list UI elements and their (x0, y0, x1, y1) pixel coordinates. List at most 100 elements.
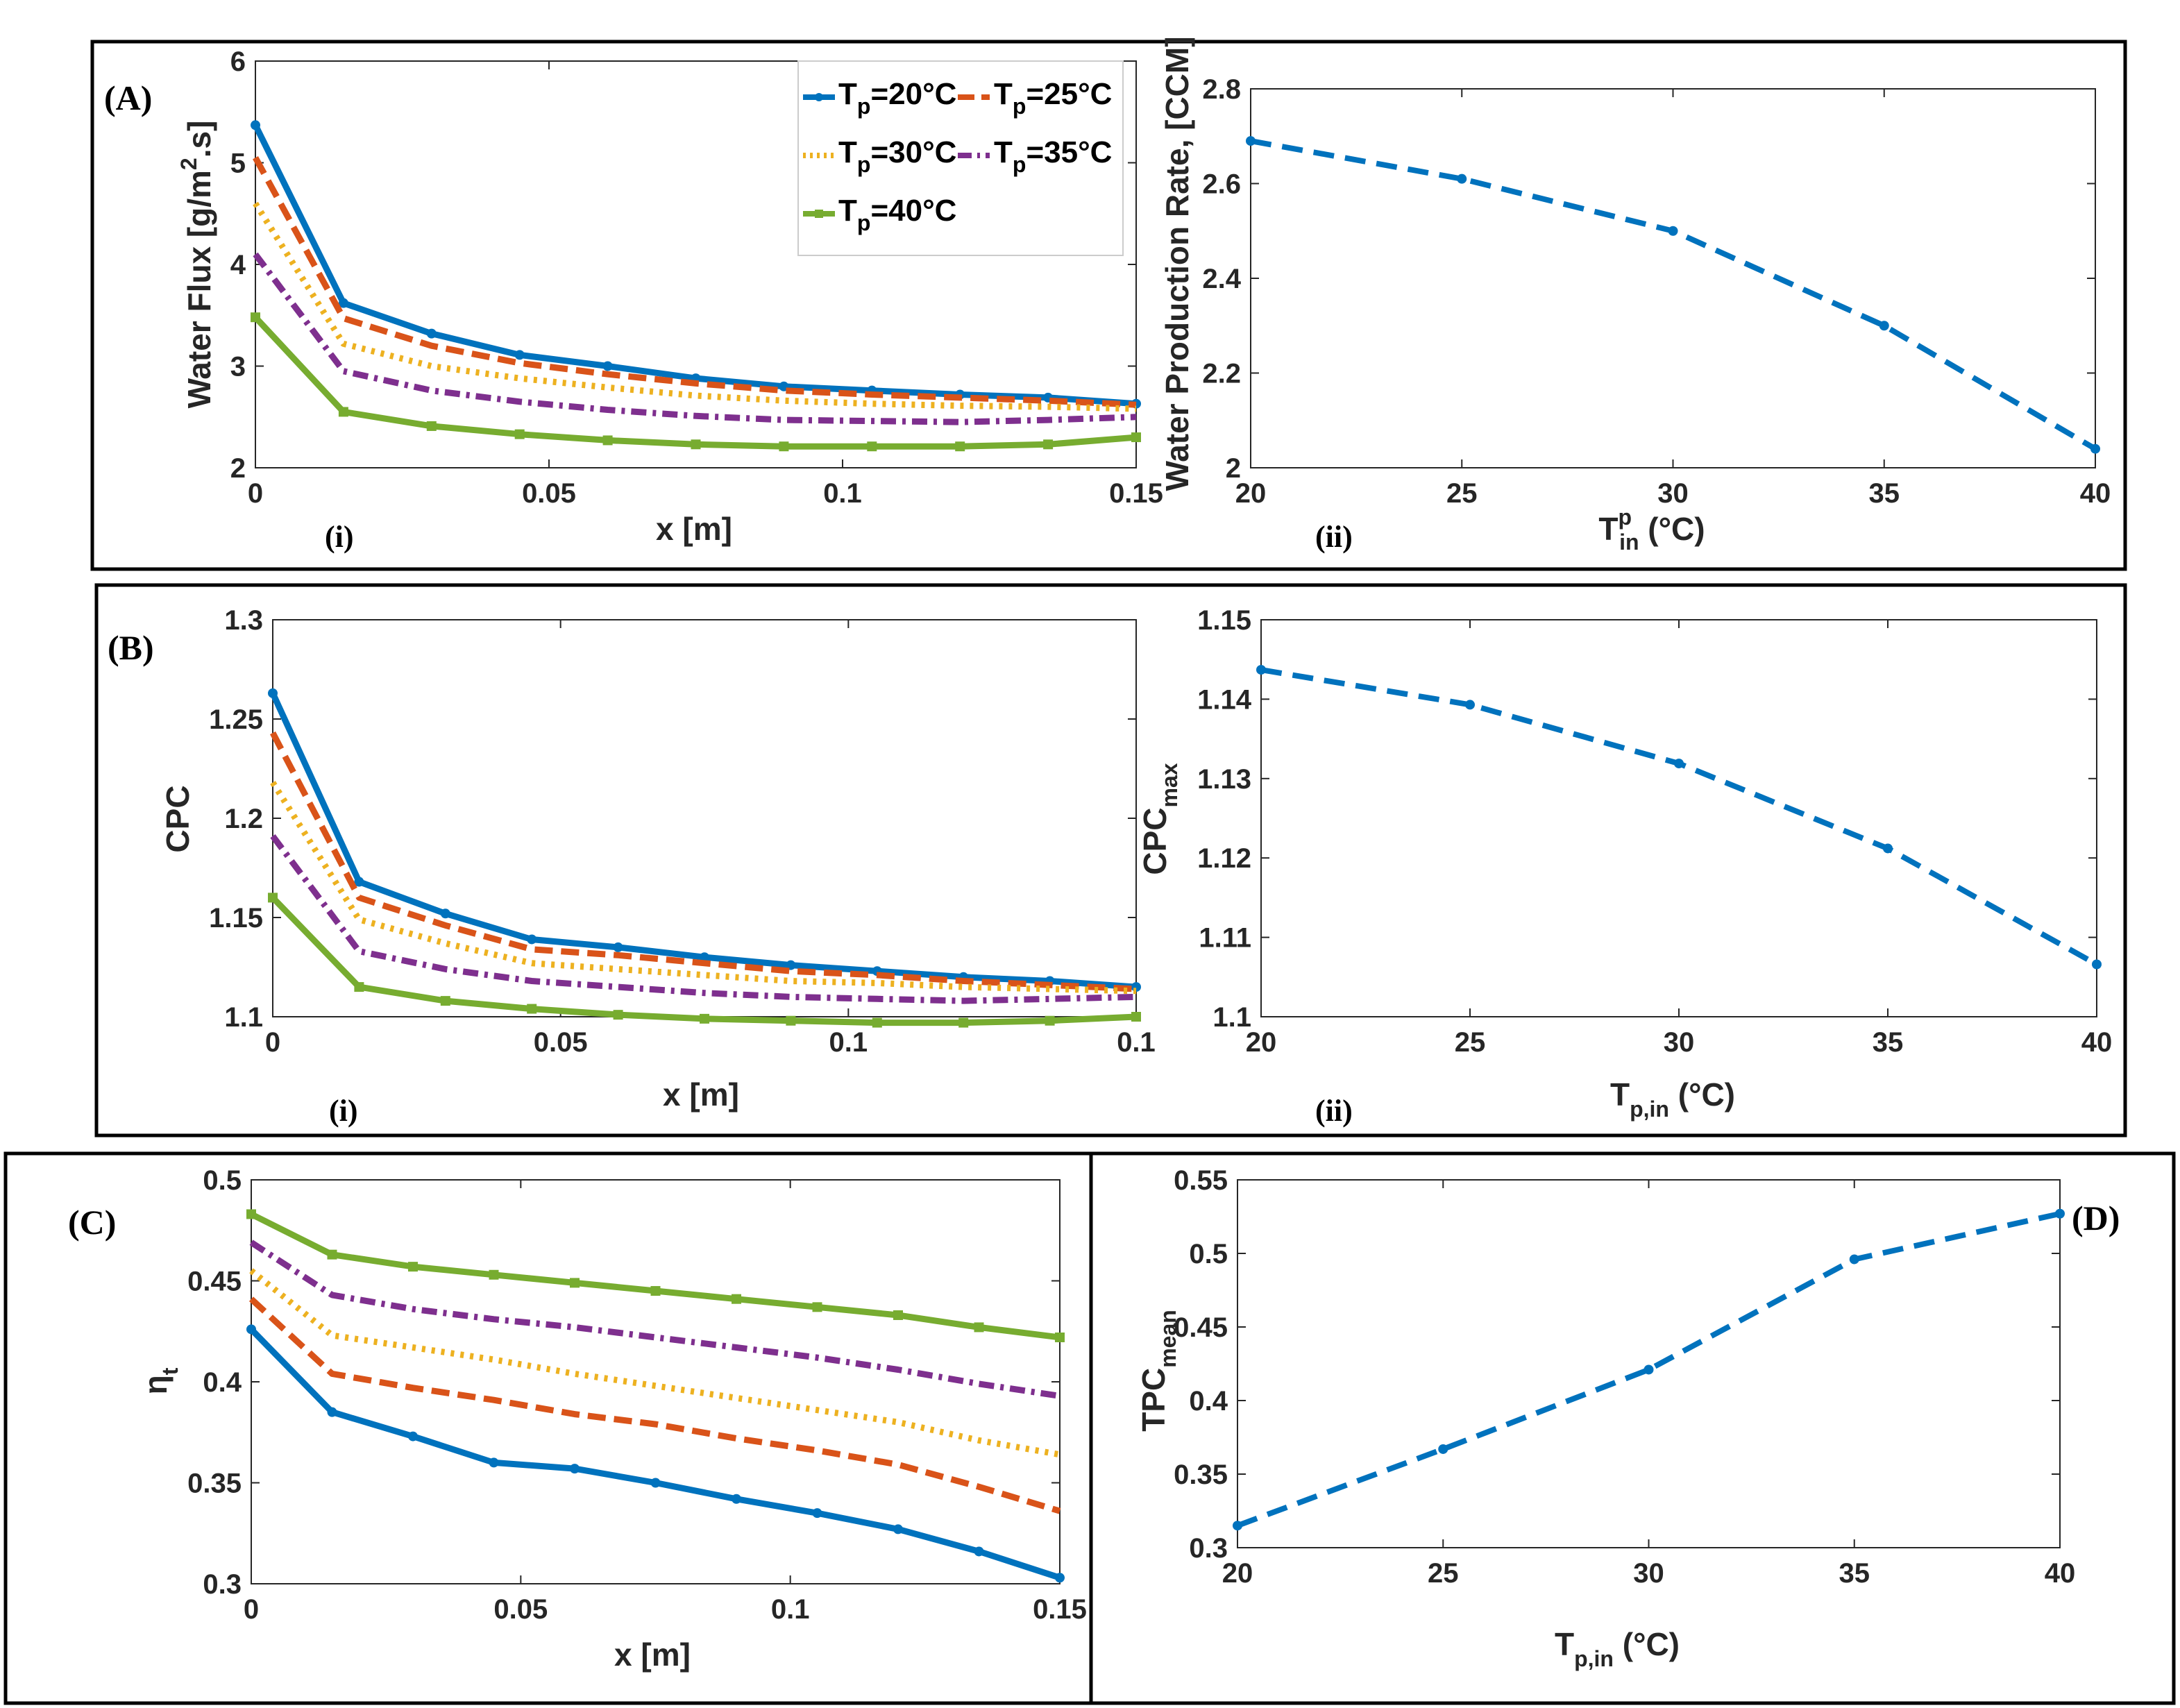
data-point (1131, 432, 1141, 443)
data-point (426, 328, 437, 339)
y-tick-label: 3 (230, 352, 246, 382)
legend-sub-30: p (857, 152, 871, 177)
y-tick-label: 0.35 (187, 1469, 242, 1499)
data-point (893, 1524, 903, 1534)
x-axis-label-Bii-main: T (1610, 1076, 1630, 1113)
x-axis-label-Bii-sub: p,in (1630, 1097, 1669, 1122)
y-tick-label: 6 (230, 46, 246, 77)
chart-Aii: 20 25 30 35 40 2 2.2 2.4 2.6 2.8 Tp in (°C) Water Pr… (1159, 36, 2111, 555)
data-point (700, 1013, 709, 1024)
legend-sub-40: p (857, 210, 871, 235)
data-point (812, 1508, 822, 1519)
data-point (974, 1322, 984, 1333)
data-point (354, 877, 364, 887)
x-tick-label: 0.1 (823, 478, 862, 509)
y-tick-label: 2 (1226, 453, 1241, 484)
frame-B (94, 583, 2127, 1138)
y-axis-label-C: ηt (137, 1367, 183, 1394)
data-point (1256, 665, 1266, 675)
x-axis-label-Bii: Tp,in (°C) (1610, 1076, 1735, 1122)
data-point (354, 982, 364, 992)
data-point (2055, 1208, 2065, 1219)
data-point (251, 120, 260, 130)
y-tick-label: 0.45 (1174, 1312, 1228, 1343)
data-point (489, 1269, 499, 1280)
data-point (570, 1464, 580, 1474)
panel-label-D: (D) (2072, 1199, 2120, 1237)
x-axis-label-Bi: x [m] (663, 1076, 739, 1113)
legend-entry-40: Tp=40°C (803, 194, 956, 235)
data-point (955, 441, 965, 452)
legend-sub-20: p (857, 94, 871, 119)
y-tick-label: 1.14 (1197, 684, 1252, 715)
series-line-C-3 (249, 1240, 1061, 1399)
y-tick-label: 0.3 (203, 1569, 242, 1600)
chart-Bi: 0 0.05 0.1 0.1 1.1 1.15 1.2 1.25 1.3 x [m] CPC (160, 605, 1156, 1113)
chart-D: 20 25 30 35 40 0.3 0.35 0.4 0.45 0.5 0.55 Tp,in (°C… (1135, 1165, 2075, 1671)
y-axis-label-Aii: Water Production Rate, [CCM] (1159, 36, 1195, 491)
y-axis-label-Ai-main: Water Flux [g/m (181, 170, 217, 408)
y-tick-label: 4 (230, 250, 246, 280)
x-tick-label: 0.1 (1117, 1027, 1156, 1058)
sublabel-Bi: (i) (329, 1094, 358, 1128)
x-tick-label: 35 (1869, 478, 1900, 509)
y-axis-label-Bii: CPCmax (1137, 763, 1182, 874)
y-tick-label: 0.5 (203, 1165, 242, 1196)
plot-area-Bii (1260, 619, 2097, 1017)
data-point (1879, 321, 1889, 331)
data-point (786, 1015, 796, 1026)
data-point (779, 441, 789, 452)
x-tick-label: 0.1 (829, 1027, 868, 1058)
data-point (338, 298, 348, 308)
legend-entry-20: Tp=20°C (803, 77, 956, 119)
legend-prefix-25: T (994, 77, 1013, 111)
data-point (570, 1278, 580, 1288)
chart-C: 0 0.05 0.1 0.15 0.3 0.35 0.4 0.45 0.5 x [m] ηt (137, 1165, 1087, 1673)
x-tick-label: 30 (1664, 1027, 1695, 1058)
legend-label-25: Tp=25°C (994, 77, 1112, 119)
data-point (958, 1017, 969, 1028)
x-axis-label-D: Tp,in (°C) (1555, 1626, 1680, 1671)
data-point (426, 421, 437, 431)
y-tick-label: 2.4 (1202, 264, 1241, 294)
x-tick-label: 20 (1246, 1027, 1277, 1058)
y-axis-label-C-sub: t (158, 1367, 183, 1375)
data-point (650, 1286, 661, 1296)
x-tick-label: 0.1 (771, 1594, 810, 1625)
y-tick-label: 1.12 (1197, 843, 1251, 874)
y-tick-label: 1.15 (1197, 605, 1251, 636)
data-point (268, 688, 278, 698)
y-tick-label: 2.8 (1202, 74, 1241, 105)
series-line-Bi-1 (270, 731, 1137, 992)
y-tick-label: 0.55 (1174, 1165, 1228, 1196)
data-point (700, 952, 709, 963)
data-point (613, 1010, 623, 1020)
x-axis-label-Aii-sub: in (1619, 530, 1639, 555)
plot-area-Aii (1250, 88, 2096, 468)
legend-marker-40 (815, 210, 823, 218)
legend-suffix-25: =25°C (1026, 77, 1112, 111)
series-line-C-1 (248, 1296, 1061, 1514)
x-axis-label-Ai: x [m] (656, 511, 732, 547)
y-axis-label-Ai: Water Flux [g/m2.s] (176, 121, 217, 409)
y-axis-label-D: TPCmean (1135, 1310, 1181, 1432)
data-point (440, 908, 450, 919)
chart-Bii: 20 25 30 35 40 1.1 1.11 1.12 1.13 1.14 1.15 Tp,in (… (1137, 605, 2112, 1122)
x-tick-label: 25 (1446, 478, 1478, 509)
y-tick-label: 0.3 (1189, 1533, 1228, 1564)
y-tick-label: 5 (230, 149, 246, 179)
x-axis-label-D-main: T (1555, 1626, 1574, 1662)
y-axis-label-C-main: η (137, 1375, 174, 1394)
data-point (251, 312, 260, 323)
data-point (1465, 700, 1475, 710)
data-point (514, 350, 525, 360)
data-point (1438, 1444, 1448, 1454)
x-tick-label: 40 (2081, 1027, 2113, 1058)
legend-prefix-30: T (838, 135, 857, 169)
x-tick-label: 25 (1455, 1027, 1486, 1058)
y-axis-label-D-main: TPC (1135, 1368, 1172, 1432)
plot-area-D (1237, 1179, 2061, 1548)
x-axis-label-Aii-main: T (1598, 511, 1618, 547)
y-axis-label-D-sub: mean (1156, 1310, 1181, 1368)
